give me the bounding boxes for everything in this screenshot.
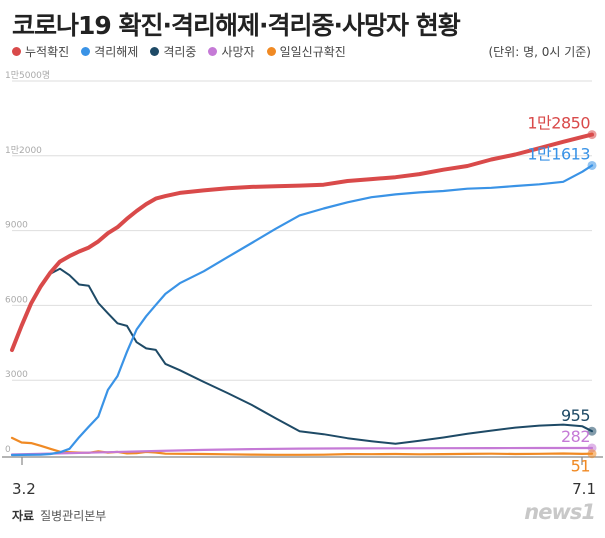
legend-item-3: 사망자 <box>208 43 255 60</box>
series-end-point <box>587 160 597 170</box>
news1-logo: news1 <box>524 500 596 524</box>
legend-label: 격리해제 <box>94 45 139 59</box>
legend-dot-icon <box>150 47 160 56</box>
series-end-point <box>587 130 597 140</box>
legend-item-1: 격리해제 <box>81 43 138 60</box>
legend-dot-icon <box>81 47 91 56</box>
y-tick-label: 3000 <box>5 370 28 380</box>
source-note: 자료 질병관리본부 <box>12 507 106 524</box>
legend-dot-icon <box>12 47 21 56</box>
page-title: 코로나19 확진·격리해제·격리중·사망자 현황 <box>12 11 461 40</box>
legend-label: 격리중 <box>163 45 197 59</box>
legend-label: 사망자 <box>221 45 255 59</box>
legend-label: 일일신규확진 <box>279 45 346 59</box>
legend-dot-icon <box>266 47 276 56</box>
x-tick-label-start: 3.2 <box>12 480 36 498</box>
y-tick-label: 9000 <box>5 221 28 231</box>
series-line-1 <box>10 164 594 457</box>
y-tick-label: 1만5000명 <box>5 70 50 81</box>
source-label: 자료 <box>12 509 35 523</box>
y-tick-label: 0 <box>5 445 11 455</box>
y-tick-label: 1만2000 <box>5 145 42 156</box>
source-text: 질병관리본부 <box>40 509 107 523</box>
series-line-2 <box>11 267 593 445</box>
legend-item-0: 누적확진 <box>12 43 69 60</box>
legend-item-2: 격리중 <box>150 43 196 60</box>
unit-note: (단위: 명, 0시 기준) <box>488 45 591 59</box>
series-end-point <box>587 449 597 459</box>
series-end-label: 282 <box>561 427 590 446</box>
series-line-0 <box>10 132 594 352</box>
series-end-point <box>587 426 597 436</box>
legend-label: 누적확진 <box>25 45 70 59</box>
x-tick-label-end: 7.1 <box>572 480 596 498</box>
legend: 누적확진 격리해제 격리중 사망자 일일신규확진 <box>12 43 358 60</box>
legend-dot-icon <box>208 47 218 56</box>
series-end-label: 1만1613 <box>527 144 590 163</box>
legend-item-4: 일일신규확진 <box>266 43 346 60</box>
series-end-label: 1만2850 <box>527 114 590 133</box>
series-end-label: 51 <box>571 457 590 476</box>
series-end-label: 955 <box>561 406 590 425</box>
series-line-3 <box>10 446 594 456</box>
y-tick-label: 6000 <box>5 295 28 305</box>
